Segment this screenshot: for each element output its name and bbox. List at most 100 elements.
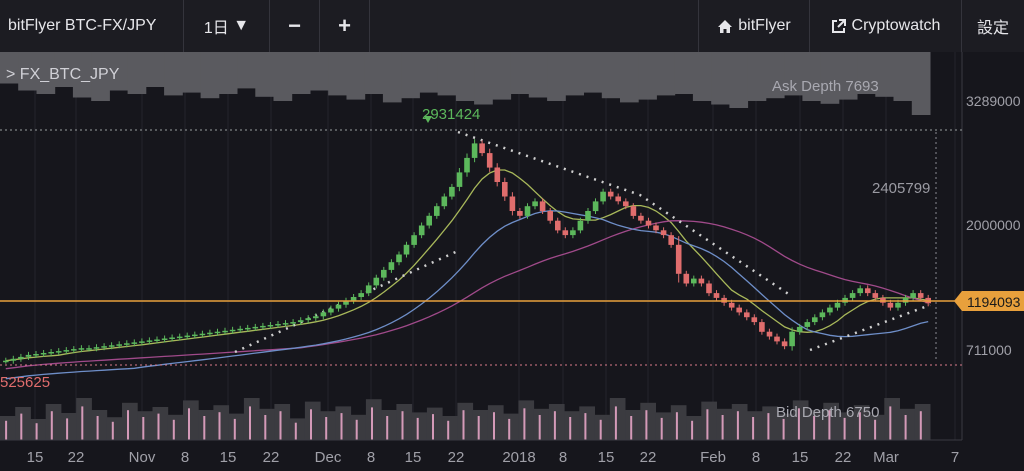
ask-depth-bar [838, 52, 858, 100]
top-toolbar: bitFlyer BTC-FX/JPY 1日 ▼ − + bitFlyer Cr… [0, 0, 1024, 53]
chart-area[interactable]: 2931424 2405799 525625 Ask Depth 7693 Bi… [0, 52, 1024, 466]
candle-body [207, 332, 213, 335]
bid-depth-area [716, 408, 733, 440]
bid-depth-bar [340, 413, 343, 440]
bid-depth-bar [508, 418, 511, 440]
bid-depth-area [61, 413, 77, 440]
ask-depth-bar [474, 52, 493, 105]
ask-depth-bar [565, 52, 584, 96]
candle-body [570, 230, 576, 236]
bid-depth-area [0, 416, 16, 440]
bid-depth-bar [889, 406, 892, 440]
candle-body [10, 358, 17, 361]
ask-depth-bar [54, 52, 74, 87]
ask-depth-bar [674, 52, 694, 94]
price-chart[interactable]: 2931424 2405799 525625 Ask Depth 7693 Bi… [0, 52, 1024, 466]
bid-depth-bar [264, 415, 267, 440]
candle-body [895, 302, 901, 308]
bid-depth-area [609, 398, 626, 440]
bid-depth-area [792, 400, 809, 440]
bid-depth-area [625, 410, 641, 440]
bid-depth-area [884, 398, 900, 440]
candle-body [396, 254, 402, 263]
candle-body [40, 353, 47, 355]
candle-body [683, 273, 690, 284]
ask-depth-bar [729, 52, 749, 108]
bid-depth-bar [249, 406, 251, 440]
candle-body [199, 333, 206, 336]
candle-body [517, 211, 523, 216]
bid-depth-area [655, 412, 672, 440]
bid-depth-bar [5, 420, 8, 440]
bid-depth-bar [736, 411, 739, 440]
ask-depth-bar [145, 52, 165, 87]
candle-body [524, 206, 531, 216]
bid-depth-area [442, 416, 458, 440]
bid-depth-bar [81, 406, 84, 440]
zoom-in-button[interactable]: + [320, 0, 370, 52]
bid-depth-area [289, 418, 306, 440]
candle-body [713, 293, 720, 298]
bid-depth-bar [371, 407, 373, 440]
ask-depth-bar [765, 52, 785, 99]
ask-depth-bar [0, 52, 19, 84]
bid-depth-bar [111, 421, 114, 440]
bid-depth-bar [843, 417, 846, 440]
bid-depth-area [594, 414, 611, 440]
ask-depth-bar [401, 52, 420, 99]
plus-icon: + [338, 13, 351, 38]
candle-body [494, 167, 501, 182]
candle-body [381, 269, 387, 278]
candle-body [184, 335, 191, 338]
candle-body [509, 196, 516, 211]
current-price-label: 1194093 [967, 294, 1021, 310]
candle-body [260, 325, 266, 328]
candle-body [532, 201, 538, 207]
candle-body [751, 317, 758, 323]
ask-depth-bar [820, 52, 840, 104]
x-tick-label: 22 [835, 449, 852, 466]
pair-selector[interactable]: bitFlyer BTC-FX/JPY [0, 0, 184, 52]
x-tick-label: Nov [129, 449, 156, 466]
bid-depth-area [518, 400, 535, 440]
ask-depth-bar [747, 52, 767, 101]
bitflyer-link[interactable]: bitFlyer [698, 0, 810, 52]
bid-depth-area [228, 413, 245, 440]
bid-depth-bar [752, 417, 755, 440]
candle-body [562, 230, 569, 236]
trend-line [809, 303, 931, 352]
candle-body [48, 352, 54, 354]
candle-body [706, 283, 712, 294]
candle-body [539, 201, 546, 212]
settings-label: 設定 [976, 20, 1009, 37]
bid-depth-bar [691, 420, 694, 440]
ask-depth-bar [638, 52, 657, 100]
gridlines [34, 52, 956, 440]
bid-depth-area [914, 404, 931, 440]
bid-depth-bar [401, 411, 404, 440]
bid-depth-area [411, 412, 428, 440]
bid-depth-area [198, 410, 214, 440]
timeframe-dropdown[interactable]: 1日 ▼ [184, 0, 270, 52]
bid-depth-bar [767, 413, 770, 440]
ask-depth-bar [784, 52, 803, 96]
ask-depth-bar [711, 52, 730, 105]
candle-body [744, 312, 750, 318]
ask-depth-bar [601, 52, 621, 99]
bid-depth-bar [675, 412, 678, 440]
candle-body [18, 356, 24, 359]
bid-depth-area [122, 402, 138, 440]
candle-body [607, 191, 614, 197]
zoom-out-button[interactable]: − [270, 0, 320, 52]
bid-depth-bar [96, 416, 99, 440]
bid-depth-area [503, 413, 519, 440]
y-tick-label: 2000000 [966, 217, 1021, 233]
candle-body [154, 339, 160, 341]
candle-body [335, 304, 342, 309]
minus-icon: − [288, 13, 301, 38]
settings-button[interactable]: 設定 [962, 0, 1024, 52]
cryptowatch-link[interactable]: Cryptowatch [810, 0, 962, 52]
bid-depth-area [76, 398, 92, 440]
candle-body [766, 331, 773, 337]
bid-depth-area [396, 404, 413, 440]
